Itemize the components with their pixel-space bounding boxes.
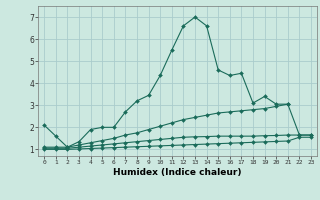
X-axis label: Humidex (Indice chaleur): Humidex (Indice chaleur) [113,168,242,177]
